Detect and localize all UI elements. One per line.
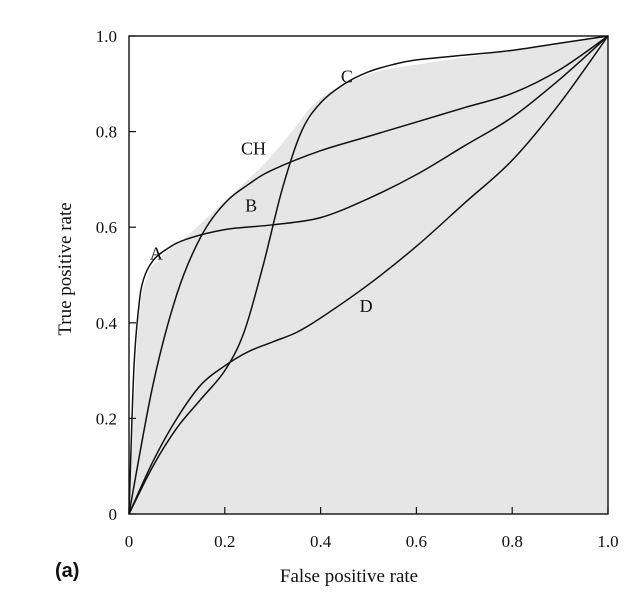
panel-label: (a)	[55, 560, 79, 582]
curve-labels: A B C CH D	[150, 67, 373, 316]
x-tick-label: 0.4	[310, 532, 332, 551]
y-tick-label: 0.2	[96, 409, 117, 428]
x-axis-title: False positive rate	[280, 566, 418, 587]
curve-label-ch: CH	[241, 138, 266, 158]
x-tick-label: 1.0	[597, 532, 618, 551]
convex-hull-fill	[129, 36, 608, 514]
roc-curves	[128, 35, 609, 515]
y-axis-title: True positive rate	[55, 202, 76, 335]
curve-label-a: A	[150, 243, 163, 263]
roc-curve-a	[128, 35, 609, 515]
roc-curve-d	[128, 35, 609, 515]
y-tick-label: 0.8	[96, 123, 117, 142]
x-tick-label: 0.2	[214, 532, 235, 551]
plot-frame	[128, 35, 609, 515]
roc-curve-c	[128, 35, 609, 515]
y-tick-label: 0.6	[96, 218, 117, 237]
y-tick-label: 1.0	[96, 27, 117, 46]
y-tick-label: 0.4	[96, 314, 118, 333]
convex-hull-region	[129, 36, 608, 514]
roc-curve-b	[128, 35, 609, 515]
curve-label-c: C	[341, 67, 353, 87]
curve-label-b: B	[245, 196, 257, 216]
x-tick-label: 0	[125, 532, 134, 551]
x-tick-label: 0.6	[406, 532, 427, 551]
x-tick-label: 0.8	[502, 532, 523, 551]
axis-ticks: 0 0.2 0.4 0.6 0.8 1.0 0 0.2 0.4 0.6 0.8 1.0	[96, 27, 619, 551]
curve-label-d: D	[360, 296, 373, 316]
y-tick-label: 0	[109, 505, 118, 524]
